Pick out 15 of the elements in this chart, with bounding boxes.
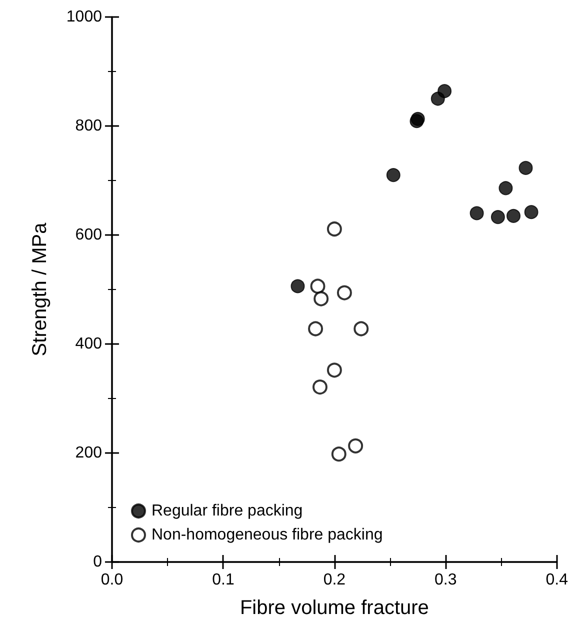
x-tick-label: 0.2 — [323, 572, 346, 588]
x-tick-label: 0.4 — [546, 572, 568, 588]
y-tick-label: 400 — [75, 336, 102, 352]
legend-label: Non-homogeneous fibre packing — [152, 526, 383, 544]
x-tick-label: 0.0 — [100, 572, 124, 588]
x-tick-label: 0.1 — [212, 572, 234, 588]
y-tick-label: 1000 — [66, 8, 102, 26]
y-tick-label: 600 — [75, 226, 102, 244]
y-tick-label: 200 — [75, 444, 102, 462]
x-tick-label: 0.3 — [434, 572, 457, 588]
y-axis-title: Strength / MPa — [29, 222, 51, 356]
x-axis-title: Fibre volume fracture — [240, 597, 429, 619]
legend-label: Regular fibre packing — [152, 502, 303, 520]
y-tick-label: 0 — [93, 554, 102, 570]
y-tick-label: 800 — [75, 118, 102, 134]
